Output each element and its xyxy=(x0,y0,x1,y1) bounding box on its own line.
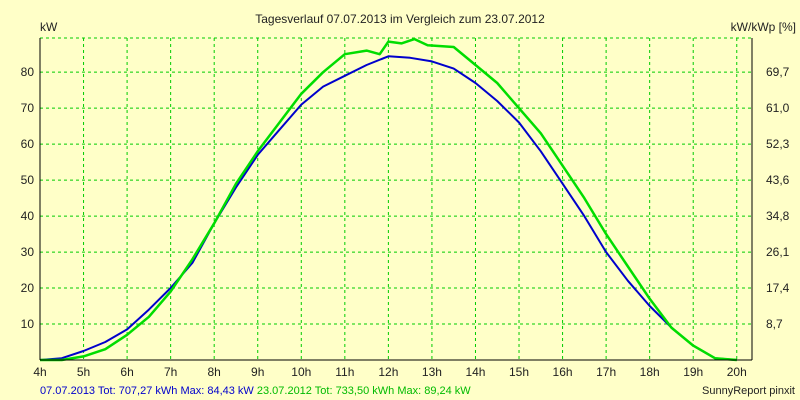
y-right-tick-label-3: 26,1 xyxy=(766,245,790,259)
x-tick-label-7h: 7h xyxy=(164,365,177,379)
series-lines xyxy=(39,37,737,362)
x-tick-label-8h: 8h xyxy=(208,365,221,379)
footer-legend: 07.07.2013 Tot: 707,27 kWh Max: 84,43 kW… xyxy=(40,385,471,397)
chart-title: Tagesverlauf 07.07.2013 im Vergleich zum… xyxy=(255,12,545,26)
y-right-tick-label-7: 61,0 xyxy=(766,101,790,115)
series-line-07.07.2013 xyxy=(39,55,737,361)
x-tick-label-5h: 5h xyxy=(77,365,90,379)
x-tick-label-16h: 16h xyxy=(553,365,573,379)
y-left-tick-label-60: 60 xyxy=(21,137,35,151)
legend-series-2013: 07.07.2013 Tot: 707,27 kWh Max: 84,43 kW xyxy=(40,385,254,397)
x-tick-label-12h: 12h xyxy=(378,365,398,379)
right-axis-label: kW/kWp [%] xyxy=(731,20,796,34)
x-tick-label-15h: 15h xyxy=(509,365,529,379)
x-tick-label-11h: 11h xyxy=(335,365,354,379)
y-left-tick-label-50: 50 xyxy=(21,173,35,187)
y-right-tick-label-2: 17,4 xyxy=(766,281,790,295)
x-tick-label-20h: 20h xyxy=(727,365,747,379)
y-left-tick-label-70: 70 xyxy=(21,101,35,115)
x-tick-label-6h: 6h xyxy=(120,365,133,379)
y-right-tick-label-8: 69,7 xyxy=(766,65,790,79)
y-left-tick-label-80: 80 xyxy=(21,65,35,79)
x-tick-label-4h: 4h xyxy=(33,365,46,379)
series-line-23.07.2012 xyxy=(40,37,737,362)
y-left-tick-label-40: 40 xyxy=(21,209,35,223)
y-left-tick-label-30: 30 xyxy=(21,245,35,259)
y-right-tick-label-5: 43,6 xyxy=(766,173,790,187)
y-right-tick-label-6: 52,3 xyxy=(766,137,790,151)
x-tick-label-19h: 19h xyxy=(683,365,703,379)
y-left-tick-label-20: 20 xyxy=(21,281,35,295)
left-axis-label: kW xyxy=(40,20,58,34)
x-tick-label-9h: 9h xyxy=(251,365,264,379)
x-tick-label-10h: 10h xyxy=(291,365,311,379)
y-left-tick-label-10: 10 xyxy=(21,317,35,331)
y-right-tick-label-4: 34,8 xyxy=(766,209,790,223)
x-tick-label-17h: 17h xyxy=(596,365,616,379)
credit-label: SunnyReport pinxit xyxy=(702,385,795,397)
x-tick-label-13h: 13h xyxy=(422,365,442,379)
grid-lines xyxy=(40,37,752,360)
x-tick-label-18h: 18h xyxy=(640,365,660,379)
x-tick-label-14h: 14h xyxy=(465,365,485,379)
tick-labels: 4h 5h 6h 7h 8h 9h 10h 11h 12h 13h 14h 15h 16h 17h 18h 1… xyxy=(21,65,790,379)
y-right-tick-label-1: 8,7 xyxy=(766,317,783,331)
legend-series-2012: 23.07.2012 Tot: 733,50 kWh Max: 89,24 kW xyxy=(254,385,471,397)
